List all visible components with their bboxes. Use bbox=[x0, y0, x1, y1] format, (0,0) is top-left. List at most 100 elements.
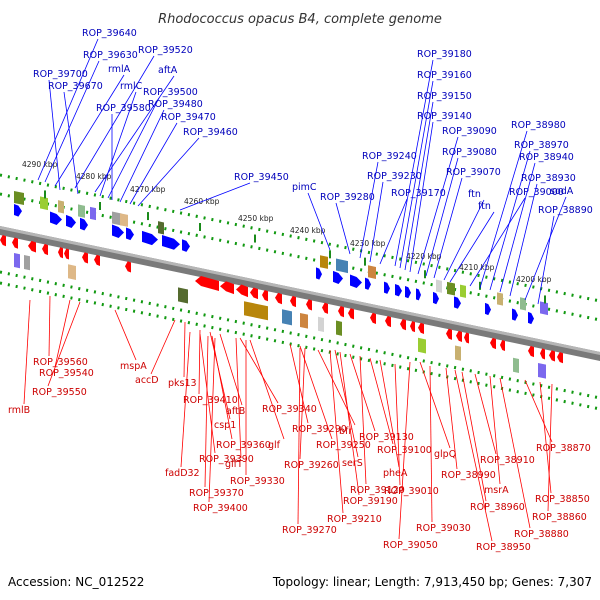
forward-gene-label-16: ROP_39240 bbox=[362, 151, 417, 162]
reverse-gene-arrow-13 bbox=[262, 290, 268, 302]
reverse-gene-leader-12 bbox=[249, 339, 285, 440]
forward-gene-label-22: ROP_39140 bbox=[417, 111, 472, 122]
forward-gene-leader-20 bbox=[399, 80, 434, 269]
forward-gene-leader-3 bbox=[74, 55, 155, 189]
forward-gene-label-17: ROP_39230 bbox=[367, 171, 422, 182]
reverse-gene-leader-31 bbox=[329, 349, 344, 514]
reverse-gene-label-36: ROP_38960 bbox=[470, 502, 525, 513]
reverse-gene-leader-6 bbox=[183, 321, 186, 378]
feature-box-t12 bbox=[447, 281, 455, 296]
forward-gene-arrow-16 bbox=[416, 288, 421, 301]
forward-gene-arrow-2 bbox=[66, 214, 76, 228]
forward-gene-leader-33 bbox=[524, 196, 567, 301]
reverse-gene-label-40: ROP_39030 bbox=[416, 523, 471, 534]
forward-gene-leader-16 bbox=[359, 161, 379, 259]
reverse-gene-label-38: ROP_38850 bbox=[535, 494, 590, 505]
reverse-gene-leader-1 bbox=[54, 299, 71, 368]
forward-gene-label-21: ROP_39150 bbox=[417, 91, 472, 102]
reverse-gene-leader-19 bbox=[289, 343, 309, 424]
feature-box-t2 bbox=[58, 200, 64, 214]
forward-gene-arrow-10 bbox=[333, 270, 343, 285]
forward-gene-leader-18 bbox=[379, 198, 408, 265]
reverse-gene-leader-39 bbox=[547, 383, 553, 512]
tick-label-0: 4290 kbp bbox=[22, 160, 58, 169]
forward-gene-leader-22 bbox=[409, 121, 434, 273]
forward-gene-label-25: ROP_39070 bbox=[446, 167, 501, 178]
forward-gene-label-11: ROP_39470 bbox=[161, 112, 216, 123]
forward-gene-label-31: ROP_38940 bbox=[519, 152, 574, 163]
reverse-gene-arrow-17 bbox=[322, 302, 328, 314]
feature-box-b1 bbox=[24, 255, 30, 271]
reverse-gene-leader-22 bbox=[349, 353, 376, 432]
forward-gene-arrow-8 bbox=[182, 239, 190, 252]
reverse-gene-leader-23 bbox=[369, 357, 394, 445]
reverse-gene-label-8: csp1 bbox=[214, 420, 236, 431]
reverse-gene-leader-3 bbox=[23, 299, 31, 405]
reverse-gene-label-11: ROP_39360 bbox=[216, 440, 271, 451]
reverse-gene-arrow-21 bbox=[385, 315, 391, 328]
forward-gene-arrow-1 bbox=[50, 211, 62, 226]
feature-box-b0 bbox=[14, 252, 20, 269]
reverse-gene-leader-14 bbox=[180, 331, 191, 468]
forward-gene-label-18: ROP_39170 bbox=[391, 188, 446, 199]
reverse-gene-label-2: ROP_39550 bbox=[32, 387, 87, 398]
forward-gene-leader-29 bbox=[479, 130, 528, 289]
reverse-gene-label-3: rmlB bbox=[8, 405, 30, 416]
forward-gene-arrow-7 bbox=[162, 235, 180, 250]
forward-gene-leader-26 bbox=[443, 199, 485, 281]
feature-box-t9 bbox=[336, 258, 348, 274]
feature-box-t10 bbox=[368, 265, 376, 279]
feature-box-t8 bbox=[320, 255, 328, 269]
reverse-gene-label-15: glfT bbox=[225, 459, 243, 470]
forward-gene-label-7: rmlC bbox=[120, 81, 143, 92]
reverse-gene-arrow-9 bbox=[195, 275, 219, 291]
reverse-gene-leader-24 bbox=[419, 361, 451, 449]
reverse-gene-label-7: ROP_39410 bbox=[183, 395, 238, 406]
tick-label-1: 4280 kbp bbox=[76, 172, 112, 181]
forward-gene-label-12: ROP_39460 bbox=[183, 127, 238, 138]
forward-gene-arrow-13 bbox=[384, 281, 390, 294]
forward-gene-leader-11 bbox=[129, 122, 178, 205]
reverse-gene-arrow-11 bbox=[236, 284, 248, 298]
reverse-gene-label-26: ROP_39260 bbox=[284, 460, 339, 471]
tick-label-5: 4240 kbp bbox=[290, 226, 326, 235]
reverse-gene-arrow-32 bbox=[549, 350, 555, 362]
feature-box-b11 bbox=[513, 357, 519, 373]
reverse-gene-label-32: ROP_39270 bbox=[282, 525, 337, 536]
forward-gene-label-29: ROP_38980 bbox=[511, 120, 566, 131]
forward-gene-leader-4 bbox=[48, 79, 61, 191]
forward-gene-leader-12 bbox=[137, 137, 200, 207]
forward-gene-label-15: ROP_39280 bbox=[320, 192, 375, 203]
reverse-gene-label-30: ROP_39010 bbox=[384, 486, 439, 497]
forward-gene-leader-0 bbox=[37, 38, 99, 181]
feature-box-t16 bbox=[540, 301, 548, 316]
reverse-gene-label-41: ROP_38880 bbox=[514, 529, 569, 540]
forward-gene-label-24: ROP_39080 bbox=[442, 147, 497, 158]
reverse-gene-arrow-7 bbox=[94, 254, 100, 266]
forward-gene-label-13: ROP_39450 bbox=[234, 172, 289, 183]
forward-gene-label-34: ROP_38890 bbox=[538, 205, 593, 216]
feature-box-b8 bbox=[336, 320, 342, 336]
gene-features bbox=[0, 190, 563, 379]
forward-gene-label-2: rmlA bbox=[108, 64, 131, 75]
forward-gene-arrow-11 bbox=[350, 274, 362, 289]
feature-box-t3 bbox=[78, 204, 85, 218]
forward-gene-arrow-17 bbox=[433, 291, 439, 305]
forward-gene-leader-14 bbox=[307, 192, 331, 251]
forward-gene-arrow-12 bbox=[365, 277, 371, 290]
forward-gene-arrow-0 bbox=[14, 203, 22, 217]
reverse-gene-arrow-2 bbox=[28, 240, 36, 253]
reverse-gene-label-14: fadD32 bbox=[165, 468, 200, 479]
reverse-gene-label-10: ROP_39340 bbox=[262, 404, 317, 415]
map-title: Rhodococcus opacus B4, complete genome bbox=[158, 12, 442, 27]
reverse-gene-label-29: ROP_39120 bbox=[350, 485, 405, 496]
reverse-gene-label-5: accD bbox=[135, 375, 159, 386]
forward-gene-label-33: sodA bbox=[550, 186, 574, 197]
forward-gene-label-0: ROP_39640 bbox=[82, 28, 137, 39]
reverse-gene-arrow-6 bbox=[82, 252, 88, 264]
reverse-gene-label-21: bfr bbox=[339, 426, 352, 437]
reverse-gene-leader-20 bbox=[299, 345, 333, 440]
reverse-gene-label-25: serS bbox=[342, 458, 363, 469]
feature-box-t5 bbox=[112, 211, 122, 226]
